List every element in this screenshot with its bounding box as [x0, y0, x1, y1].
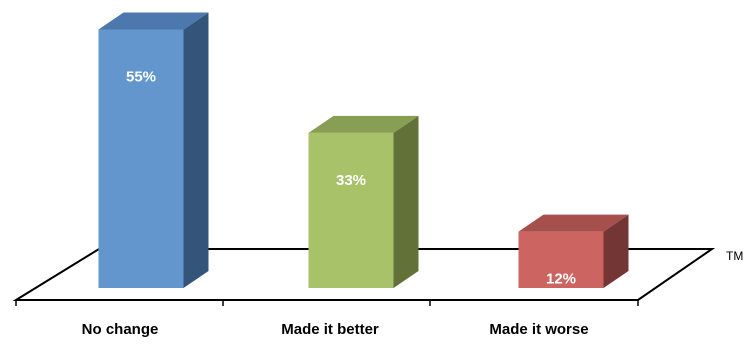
x-tick-label: Made it better	[281, 321, 379, 338]
bar-side-face	[393, 115, 419, 289]
bar-side-face	[183, 12, 209, 288]
bar-top-face	[518, 214, 629, 232]
data-label: 55%	[126, 69, 156, 86]
bar-front-face	[518, 231, 604, 288]
data-label: 12%	[546, 271, 576, 288]
bar-front-face	[308, 132, 394, 288]
bar-top-face	[98, 12, 209, 30]
x-tick-label: No change	[82, 321, 159, 338]
trademark-mark: TM	[726, 249, 744, 263]
bar-1: 55%	[98, 12, 209, 288]
x-tick-label: Made it worse	[489, 321, 588, 338]
data-label: 33%	[336, 172, 366, 189]
bar-side-face	[603, 214, 629, 288]
bar-3: 12%	[518, 214, 629, 288]
bar-front-face	[98, 29, 184, 288]
bar-top-face	[308, 115, 419, 133]
bar-2: 33%	[308, 115, 419, 289]
